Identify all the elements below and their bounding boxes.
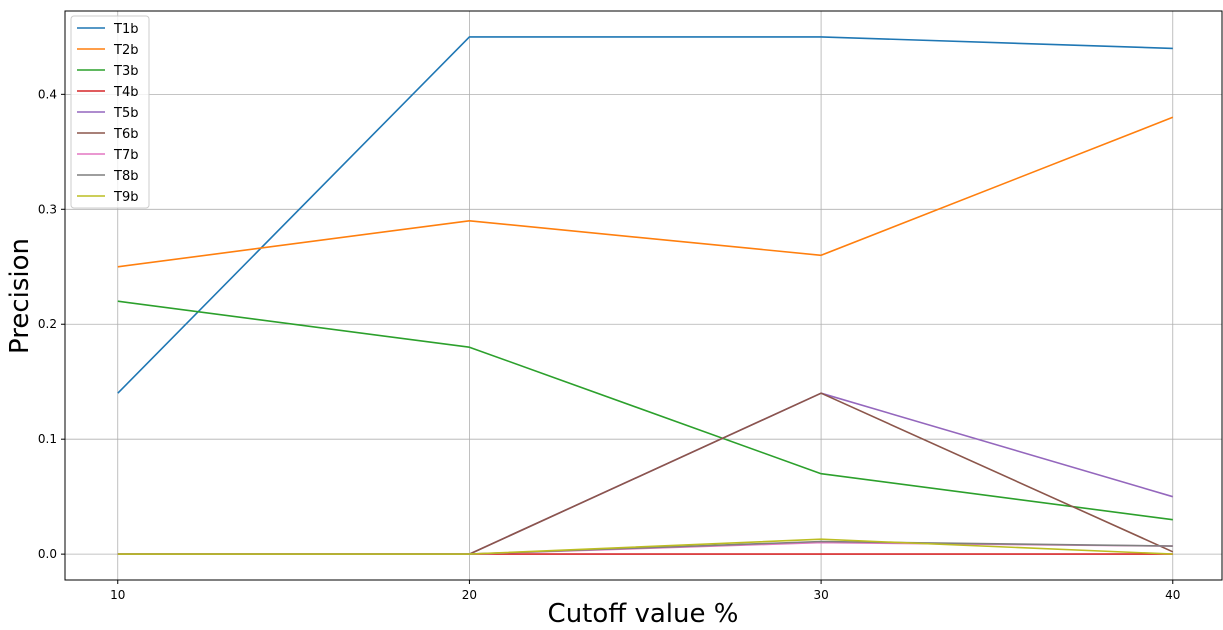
- x-tick-label: 30: [813, 588, 828, 602]
- grid-lines: [65, 11, 1222, 580]
- legend: T1b T2b T3b T4b T5b T6b T7b T8b T9b: [70, 15, 150, 209]
- legend-label-t1b: T1b: [113, 22, 138, 37]
- y-tick-label: 0.3: [38, 202, 57, 216]
- series-line-t3b: [117, 300, 1173, 521]
- series-lines: [117, 36, 1174, 555]
- legend-box: [70, 15, 150, 209]
- series-line-t1b: [117, 36, 1173, 394]
- legend-label-t9b: T9b: [113, 190, 138, 205]
- legend-items: T1b T2b T3b T4b T5b T6b T7b T8b T9b: [77, 22, 138, 205]
- legend-label-t6b: T6b: [113, 127, 138, 142]
- legend-label-t7b: T7b: [113, 148, 138, 163]
- y-tick-label: 0.1: [38, 432, 57, 446]
- legend-label-t5b: T5b: [113, 106, 138, 121]
- legend-label-t8b: T8b: [113, 169, 138, 184]
- x-tick-label: 40: [1165, 588, 1180, 602]
- plot-frame: [64, 10, 1223, 581]
- y-tick-label: 0.0: [38, 547, 57, 561]
- x-tick-label: 20: [462, 588, 477, 602]
- x-axis-ticks: 10 20 30 40: [110, 580, 1180, 602]
- x-axis-label: Cutoff value %: [548, 599, 739, 629]
- legend-label-t3b: T3b: [113, 64, 138, 79]
- x-tick-label: 10: [110, 588, 125, 602]
- series-line-t2b: [117, 116, 1174, 268]
- series-line-t6b: [117, 392, 1174, 555]
- y-tick-label: 0.2: [38, 317, 57, 331]
- legend-label-t2b: T2b: [113, 43, 138, 58]
- legend-label-t4b: T4b: [113, 85, 138, 100]
- series-line-t9b: [117, 538, 1173, 555]
- y-axis-label: Precision: [5, 238, 35, 354]
- y-tick-label: 0.4: [38, 87, 57, 101]
- y-axis-ticks: 0.0 0.1 0.2 0.3 0.4: [38, 87, 65, 561]
